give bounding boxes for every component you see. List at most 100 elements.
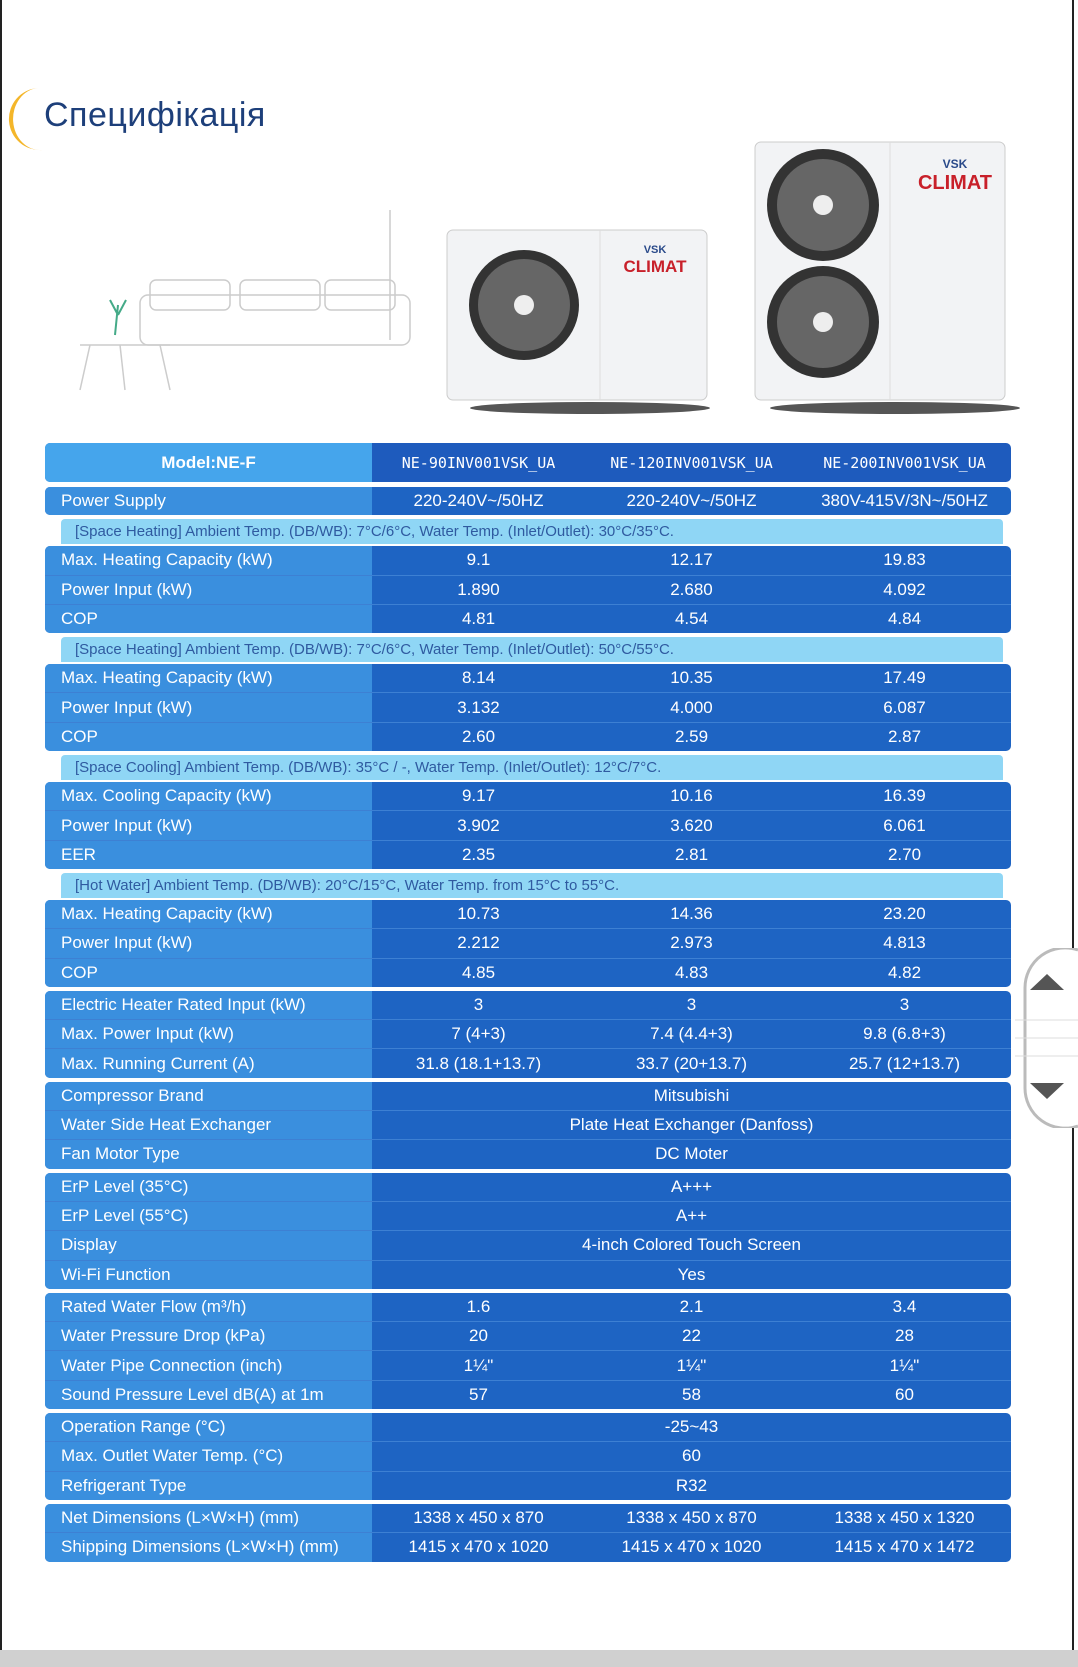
spec-row: Water Side Heat Exchanger Plate Heat Exch…: [45, 1111, 1011, 1141]
row-label: Compressor Brand: [45, 1081, 372, 1111]
spec-row: Power Input (kW) 1.890 2.680 4.092: [45, 575, 1011, 605]
scroll-control[interactable]: [1005, 948, 1078, 1128]
row-value: A++: [675, 1206, 708, 1226]
row-label: Water Pipe Connection (inch): [45, 1351, 372, 1380]
row-label: Power Supply: [45, 487, 372, 516]
row-value: -25~43: [664, 1417, 719, 1437]
row-value: 4.54: [674, 609, 709, 629]
row-label: Power Input (kW): [45, 811, 372, 840]
spec-row: Max. Heating Capacity (kW) 10.73 14.36 23.2…: [45, 899, 1011, 930]
row-group: Net Dimensions (L×W×H) (mm) 1338 x 450 x …: [45, 1503, 1011, 1562]
row-label: COP: [45, 604, 372, 634]
model-name: NE-90INV001VSK_UA: [401, 453, 556, 472]
row-label: EER: [45, 840, 372, 869]
row-value: 2.81: [674, 844, 709, 864]
row-value: 4.83: [674, 962, 709, 982]
spec-row: Wi-Fi Function Yes: [45, 1260, 1011, 1289]
row-group: Power Supply 220-240V~/50HZ 220-240V~/50HZ…: [45, 487, 1011, 516]
row-value: 4.85: [461, 962, 496, 982]
row-value: 1¼": [676, 1355, 707, 1375]
row-group: Compressor Brand Mitsubishi Water Side Hea…: [45, 1081, 1011, 1169]
row-value: 19.83: [883, 550, 926, 570]
logo-bottom: CLIMAT: [918, 172, 992, 194]
row-value: 16.39: [883, 786, 926, 806]
row-value: 60: [682, 1446, 701, 1466]
row-value: 9.1: [466, 550, 491, 570]
product-images: VSK CLIMAT VSK CLIMAT: [79, 141, 1020, 414]
row-value: 220-240V~/50HZ: [413, 491, 544, 511]
row-value: 7.4 (4.4+3): [650, 1024, 733, 1044]
spec-row: Display 4-inch Colored Touch Screen: [45, 1231, 1011, 1261]
spec-row: Water Pipe Connection (inch) 1¼" 1¼" 1¼": [45, 1351, 1011, 1381]
row-value: 2.87: [887, 726, 922, 746]
row-label: ErP Level (35°C): [45, 1172, 372, 1201]
row-value: 10.73: [457, 904, 500, 924]
row-group: Max. Heating Capacity (kW) 9.1 12.17 19.83 P…: [45, 546, 1011, 634]
row-value: 9.8 (6.8+3): [863, 1024, 946, 1044]
row-group: Operation Range (°C) -25~43 Max. Outlet Wa…: [45, 1413, 1011, 1500]
row-value: DC Moter: [655, 1144, 728, 1164]
row-group: Electric Heater Rated Input (kW) 3 3 3 Max. …: [45, 990, 1011, 1078]
spec-table: Model:NE-F NE-90INV001VSK_UA NE-120INV001V…: [45, 443, 1011, 1566]
row-label: Refrigerant Type: [45, 1471, 372, 1500]
spec-row: Electric Heater Rated Input (kW) 3 3 3: [45, 990, 1011, 1021]
spec-row: Shipping Dimensions (L×W×H) (mm) 1415 x 4…: [45, 1533, 1011, 1562]
spec-row: Net Dimensions (L×W×H) (mm) 1338 x 450 x …: [45, 1503, 1011, 1534]
row-label: Power Input (kW): [45, 575, 372, 604]
row-group: Max. Heating Capacity (kW) 10.73 14.36 23.2…: [45, 899, 1011, 987]
row-label: Max. Heating Capacity (kW): [45, 546, 372, 575]
row-value: 3: [686, 995, 697, 1014]
row-label: Max. Heating Capacity (kW): [45, 664, 372, 693]
row-value: 4-inch Colored Touch Screen: [582, 1235, 801, 1255]
row-label: ErP Level (55°C): [45, 1201, 372, 1231]
row-group: Rated Water Flow (m³/h) 1.6 2.1 3.4 Water Pr…: [45, 1292, 1011, 1410]
spec-row: Max. Running Current (A) 31.8 (18.1+13.7)…: [45, 1049, 1011, 1078]
row-value: 1415 x 470 x 1020: [408, 1537, 549, 1557]
logo-top: VSK: [943, 157, 968, 171]
spec-row: Power Input (kW) 3.902 3.620 6.061: [45, 811, 1011, 841]
row-value: Mitsubishi: [653, 1085, 730, 1105]
spec-row: EER 2.35 2.81 2.70: [45, 840, 1011, 869]
row-label: Water Pressure Drop (kPa): [45, 1322, 372, 1351]
row-label: Net Dimensions (L×W×H) (mm): [45, 1503, 372, 1533]
row-value: 4.81: [461, 609, 496, 629]
spec-row: Fan Motor Type DC Moter: [45, 1140, 1011, 1169]
row-value: 380V-415V/3N~/50HZ: [821, 491, 988, 511]
row-value: 3: [899, 995, 910, 1014]
row-label: Power Input (kW): [45, 929, 372, 958]
row-value: 1415 x 470 x 1020: [621, 1537, 762, 1557]
condition-note: [Space Heating] Ambient Temp. (DB/WB): 7…: [61, 637, 1003, 663]
row-value: 6.087: [883, 697, 926, 717]
row-value: 220-240V~/50HZ: [626, 491, 757, 511]
row-value: 1.890: [457, 579, 500, 599]
scroll-down[interactable]: [1030, 1083, 1064, 1099]
row-value: 3.132: [457, 697, 500, 717]
logo-top: VSK: [644, 244, 667, 256]
spec-row: COP 4.85 4.83 4.82: [45, 958, 1011, 987]
row-label: Wi-Fi Function: [45, 1260, 372, 1289]
row-value: 2.1: [679, 1296, 704, 1316]
scroll-up[interactable]: [1030, 974, 1064, 990]
condition-note: [Space Cooling] Ambient Temp. (DB/WB): 3…: [61, 755, 1003, 781]
row-value: 7 (4+3): [451, 1024, 506, 1044]
spec-row: COP 4.81 4.54 4.84: [45, 604, 1011, 634]
row-label: Shipping Dimensions (L×W×H) (mm): [45, 1533, 372, 1562]
spec-row: Max. Outlet Water Temp. (°C) 60: [45, 1442, 1011, 1472]
row-label: Rated Water Flow (m³/h): [45, 1292, 372, 1322]
row-value: 1.6: [466, 1296, 491, 1316]
row-label: Display: [45, 1231, 372, 1260]
row-value: 17.49: [883, 668, 926, 688]
spec-row: Refrigerant Type R32: [45, 1471, 1011, 1500]
row-value: 60: [895, 1384, 914, 1404]
spec-row: Compressor Brand Mitsubishi: [45, 1081, 1011, 1112]
row-value: 14.36: [670, 904, 713, 924]
row-value: 2.35: [461, 844, 496, 864]
table-header: Model:NE-F NE-90INV001VSK_UA NE-120INV001V…: [45, 443, 1011, 482]
row-value: 28: [895, 1326, 914, 1346]
model-name: NE-120INV001VSK_UA: [610, 453, 773, 472]
row-value: 23.20: [883, 904, 926, 924]
row-value: 25.7 (12+13.7): [848, 1053, 961, 1073]
row-value: 6.061: [883, 815, 926, 835]
spec-row: ErP Level (55°C) A++: [45, 1201, 1011, 1232]
